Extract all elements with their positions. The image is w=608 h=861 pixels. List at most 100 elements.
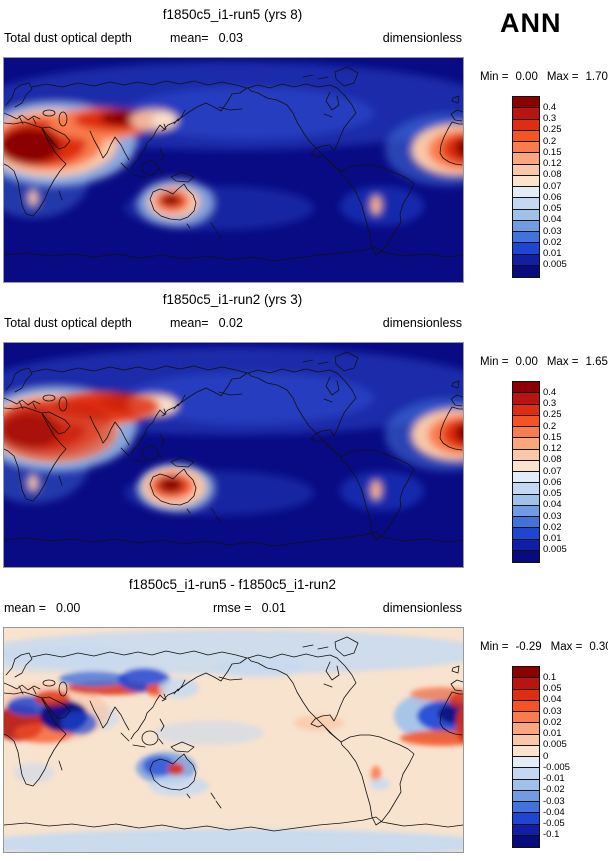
colorbar-tick-label: -0.05 — [543, 818, 565, 829]
colorbar-cell — [513, 528, 539, 540]
colorbar-cell — [513, 460, 539, 472]
colorbar-tick-label: 0.01 — [543, 728, 562, 739]
colorbar-cell — [513, 232, 539, 244]
colorbar-cell — [513, 393, 539, 405]
colorbar-cell — [513, 824, 539, 836]
colorbar-tick-label: -0.005 — [543, 761, 570, 773]
colorbar-tick-label: 0.2 — [543, 135, 557, 147]
panel-title: f1850c5_i1-run2 (yrs 3) — [162, 292, 303, 307]
variable-label: Total dust optical depth — [4, 31, 132, 45]
colorbar-run5: Min = 0.00 Max = 1.70 0.4 0.3 0.25 0.2 0.15 0.12… — [480, 71, 608, 278]
colorbar-tick-label: 0.07 — [543, 180, 562, 192]
colorbar-tick-label: 0.04 — [543, 214, 562, 226]
colorbar-tick-label: 0.02 — [543, 521, 562, 533]
colorbar-cell — [513, 220, 539, 232]
colorbar-tick-label: -0.02 — [543, 784, 565, 796]
dust-field — [4, 62, 463, 230]
colorbar-tick-label: 0.08 — [543, 454, 562, 466]
map-run5-svg — [4, 58, 463, 282]
colorbar-cell — [513, 779, 539, 791]
minmax-label: Min = 0.00 Max = 1.70 — [480, 71, 608, 83]
colorbar-tick-label: 0 — [543, 750, 549, 762]
units-label: dimensionless — [382, 316, 462, 330]
colorbar-cells — [512, 381, 540, 563]
colorbar-cell — [513, 757, 539, 769]
colorbar-run2: Min = 0.00 Max = 1.65 0.4 0.3 0.25 0.2 0.15 0.12… — [480, 356, 608, 563]
colorbar-cell — [513, 678, 539, 690]
panel-subtitle-row: Total dust optical depth mean= 0.02 dimen… — [3, 316, 462, 332]
colorbar-cell — [513, 734, 539, 746]
colorbar-tick-label: 0.4 — [543, 386, 557, 398]
colorbar-tick-label: 0.02 — [543, 716, 562, 728]
panel-subtitle-row: mean = 0.00 rmse = 0.01 dimensionless — [3, 601, 462, 617]
colorbar-cell — [513, 142, 539, 154]
map-difference-svg — [4, 628, 463, 852]
colorbar-tick-label: 0.07 — [543, 465, 562, 477]
colorbar-tick-label: -0.01 — [543, 773, 565, 784]
colorbar-tick-label: 0.05 — [543, 203, 562, 214]
colorbar-cell — [513, 175, 539, 187]
colorbar-cell — [513, 265, 539, 277]
colorbar-cell — [513, 790, 539, 802]
colorbar-tick-label: 0.25 — [543, 124, 562, 136]
panel-run2: f1850c5_i1-run2 (yrs 3) Total dust optic… — [0, 285, 608, 570]
colorbar-cell — [513, 494, 539, 506]
colorbar-tick-labels: 0.1 0.05 0.04 0.03 0.02 0.01 0.005 0 -0.005 -0.01… — [543, 666, 603, 848]
colorbar-cell — [513, 130, 539, 142]
colorbar-cell — [513, 517, 539, 529]
colorbar-cell — [513, 153, 539, 165]
colorbar-cell — [513, 164, 539, 176]
map-run5 — [3, 57, 464, 283]
colorbar-tick-label: 0.1 — [543, 671, 557, 683]
units-label: dimensionless — [382, 601, 462, 615]
colorbar-tick-label: 0.04 — [543, 499, 562, 511]
colorbar-cell — [513, 689, 539, 701]
colorbar-tick-label: 0.15 — [543, 146, 562, 158]
colorbar-tick-label: 0.06 — [543, 191, 562, 203]
colorbar-tick-label: 0.12 — [543, 443, 562, 454]
colorbar-cell — [513, 802, 539, 814]
colorbar-tick-label: 0.03 — [543, 705, 562, 717]
colorbar-cell — [513, 712, 539, 724]
colorbar-tick-labels: 0.4 0.3 0.25 0.2 0.15 0.12 0.08 0.07 0.06 0.05 0.0… — [543, 381, 603, 563]
colorbar-tick-label: 0.3 — [543, 398, 557, 409]
colorbar-tick-label: 0.2 — [543, 420, 557, 432]
colorbar-cell — [513, 745, 539, 757]
colorbar-cell — [513, 813, 539, 825]
colorbar-cell — [513, 723, 539, 735]
season-label: ANN — [500, 8, 562, 38]
map-difference — [3, 627, 464, 853]
colorbar-cell — [513, 539, 539, 551]
colorbar-tick-label: 0.005 — [543, 544, 567, 556]
variable-label: Total dust optical depth — [4, 316, 132, 330]
panel-title: f1850c5_i1-run5 (yrs 8) — [162, 7, 303, 22]
colorbar-cell — [513, 768, 539, 780]
colorbar-cell — [513, 97, 539, 109]
colorbar-cell — [513, 700, 539, 712]
colorbar-cell — [513, 209, 539, 221]
colorbar-cell — [513, 449, 539, 461]
colorbar-cell — [513, 550, 539, 562]
colorbar-cell — [513, 505, 539, 517]
colorbar-tick-label: 0.01 — [543, 248, 562, 259]
map-run2 — [3, 342, 464, 568]
colorbar-cell — [513, 835, 539, 847]
units-label: dimensionless — [382, 31, 462, 45]
colorbar-cell — [513, 243, 539, 255]
panel-difference: f1850c5_i1-run5 - f1850c5_i1-run2 mean =… — [0, 570, 608, 855]
colorbar-cell — [513, 187, 539, 199]
colorbar-tick-label: 0.05 — [543, 488, 562, 499]
mean-stat: mean = 0.00 — [4, 601, 81, 615]
colorbar-cell — [513, 119, 539, 131]
colorbar-cell — [513, 382, 539, 394]
colorbar-tick-labels: 0.4 0.3 0.25 0.2 0.15 0.12 0.08 0.07 0.06 0.05 0.0… — [543, 96, 603, 278]
colorbar-tick-label: -0.03 — [543, 795, 565, 807]
colorbar-cell — [513, 198, 539, 210]
colorbar-cells — [512, 96, 540, 278]
colorbar-tick-label: 0.005 — [543, 739, 567, 751]
minmax-label: Min = 0.00 Max = 1.65 — [480, 356, 608, 368]
colorbar-cell — [513, 667, 539, 679]
panel-subtitle-row: Total dust optical depth mean= 0.03 dimen… — [3, 31, 462, 47]
colorbar-cell — [513, 483, 539, 495]
